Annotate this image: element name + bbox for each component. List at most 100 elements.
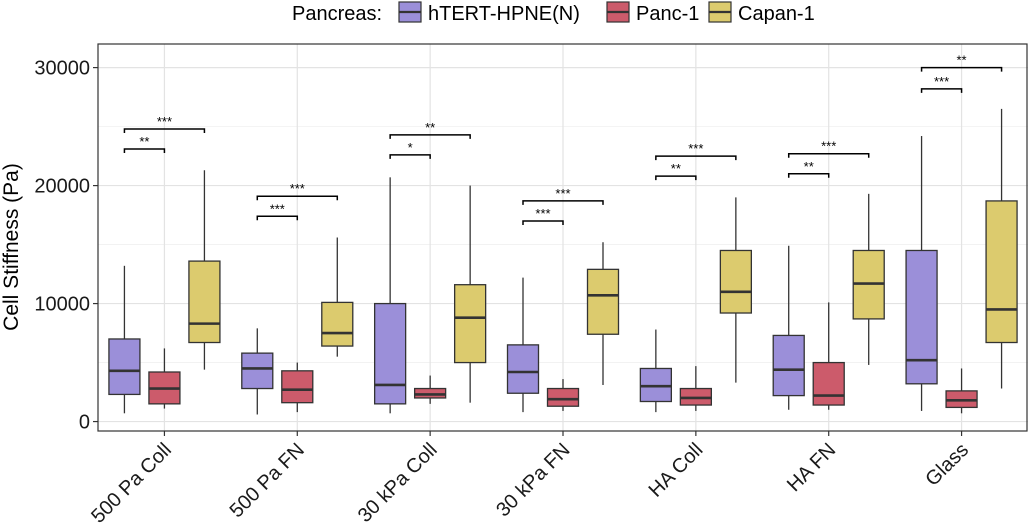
box-body — [586, 268, 620, 335]
bracket-line — [787, 173, 830, 178]
box-body — [453, 284, 487, 364]
box-1-0 — [148, 348, 181, 409]
box-body — [905, 249, 938, 385]
box-0-0 — [108, 265, 141, 414]
significance-bracket: * — [389, 140, 431, 159]
bracket-line — [787, 152, 870, 158]
y-axis-title: Cell Stiffness (Pa) — [0, 163, 23, 331]
x-tick-label: 30 kPa Coll — [354, 439, 442, 525]
box-body — [281, 370, 314, 404]
box-body — [812, 361, 845, 406]
y-axis: 0 10000 20000 30000 — [34, 58, 98, 434]
x-axis: 500 Pa Coll 500 Pa FN 30 kPa Coll 30 kPa FN… — [87, 431, 973, 525]
significance-label: ** — [957, 53, 967, 68]
significance-bracket: ** — [389, 120, 471, 139]
legend-label: Capan-1 — [738, 3, 815, 25]
box-0-2 — [373, 177, 407, 414]
legend: Pancreas: hTERT-HPNE(N) Panc-1 Capan-1 — [292, 1, 815, 25]
bracket-line — [655, 155, 737, 161]
box-body — [719, 249, 753, 314]
boxes — [108, 108, 1018, 415]
significance-bracket: *** — [123, 114, 206, 133]
bracket-line — [123, 128, 206, 133]
y-tick-label: 10000 — [34, 294, 90, 316]
x-tick-label: 500 Pa FN — [226, 439, 309, 522]
box-2-5 — [852, 193, 885, 365]
significance-bracket: *** — [256, 201, 299, 221]
x-tick-label: HA Coll — [645, 439, 708, 502]
significance-bracket: *** — [787, 139, 870, 158]
x-tick-label: 30 kPa FN — [492, 439, 574, 521]
box-1-6 — [945, 368, 978, 414]
bracket-line — [389, 134, 471, 139]
box-body — [772, 334, 805, 397]
box-0-4 — [639, 329, 673, 413]
significance-bracket: *** — [920, 74, 963, 93]
significance-bracket: *** — [256, 181, 339, 201]
significance-label: ** — [804, 159, 814, 174]
bracket-line — [522, 200, 604, 205]
box-body — [373, 302, 407, 405]
box-1-4 — [679, 366, 713, 411]
bracket-line — [920, 88, 963, 93]
box-2-3 — [586, 242, 620, 385]
bracket-line — [522, 220, 564, 225]
significance-bracket: *** — [655, 141, 737, 161]
x-tick-label: Glass — [921, 439, 973, 491]
box-body — [506, 344, 540, 394]
significance-bracket: ** — [787, 159, 830, 178]
significance-label: *** — [535, 206, 550, 221]
significance-label: *** — [290, 181, 305, 196]
bracket-line — [256, 195, 339, 201]
legend-label: hTERT-HPNE(N) — [428, 3, 580, 25]
box-body — [546, 387, 580, 407]
significance-bracket: *** — [522, 186, 604, 205]
box-1-5 — [812, 302, 845, 410]
significance-bracket: ** — [920, 53, 1003, 72]
y-tick-label: 30000 — [34, 58, 90, 80]
box-2-4 — [719, 197, 753, 383]
bracket-line — [920, 66, 1003, 72]
bracket-line — [389, 154, 431, 159]
significance-label: *** — [157, 114, 172, 129]
y-tick-label: 0 — [79, 412, 90, 434]
significance-label: *** — [270, 201, 285, 216]
significance-brackets: *********************************** — [123, 53, 1003, 225]
box-2-2 — [453, 185, 487, 403]
box-1-1 — [281, 362, 314, 413]
bracket-line — [123, 148, 166, 154]
box-2-6 — [985, 108, 1018, 389]
x-tick-label: HA FN — [783, 439, 840, 496]
significance-label: *** — [934, 74, 949, 89]
box-1-2 — [413, 375, 447, 404]
box-body — [985, 200, 1018, 344]
significance-label: ** — [671, 161, 681, 176]
box-body — [108, 338, 141, 396]
box-0-5 — [772, 245, 805, 410]
significance-label: *** — [688, 141, 703, 156]
box-0-1 — [241, 328, 274, 415]
box-2-1 — [321, 237, 354, 357]
box-body — [321, 301, 354, 347]
significance-label: ** — [139, 134, 149, 149]
significance-bracket: *** — [522, 206, 564, 225]
significance-label: * — [408, 140, 413, 155]
bracket-line — [256, 215, 299, 221]
bracket-line — [655, 175, 697, 181]
x-tick-label: 500 Pa Coll — [87, 439, 176, 525]
box-1-3 — [546, 379, 580, 411]
significance-bracket: ** — [123, 134, 166, 154]
box-0-3 — [506, 277, 540, 413]
significance-label: *** — [821, 139, 836, 154]
legend-label: Panc-1 — [636, 3, 699, 25]
box-body — [188, 260, 221, 344]
legend-title: Pancreas: — [292, 3, 382, 25]
y-tick-label: 20000 — [34, 176, 90, 198]
significance-label: *** — [555, 186, 570, 201]
significance-label: ** — [425, 120, 435, 135]
box-2-0 — [188, 170, 221, 370]
box-0-6 — [905, 136, 938, 411]
box-body — [241, 352, 274, 390]
significance-bracket: ** — [655, 161, 697, 181]
